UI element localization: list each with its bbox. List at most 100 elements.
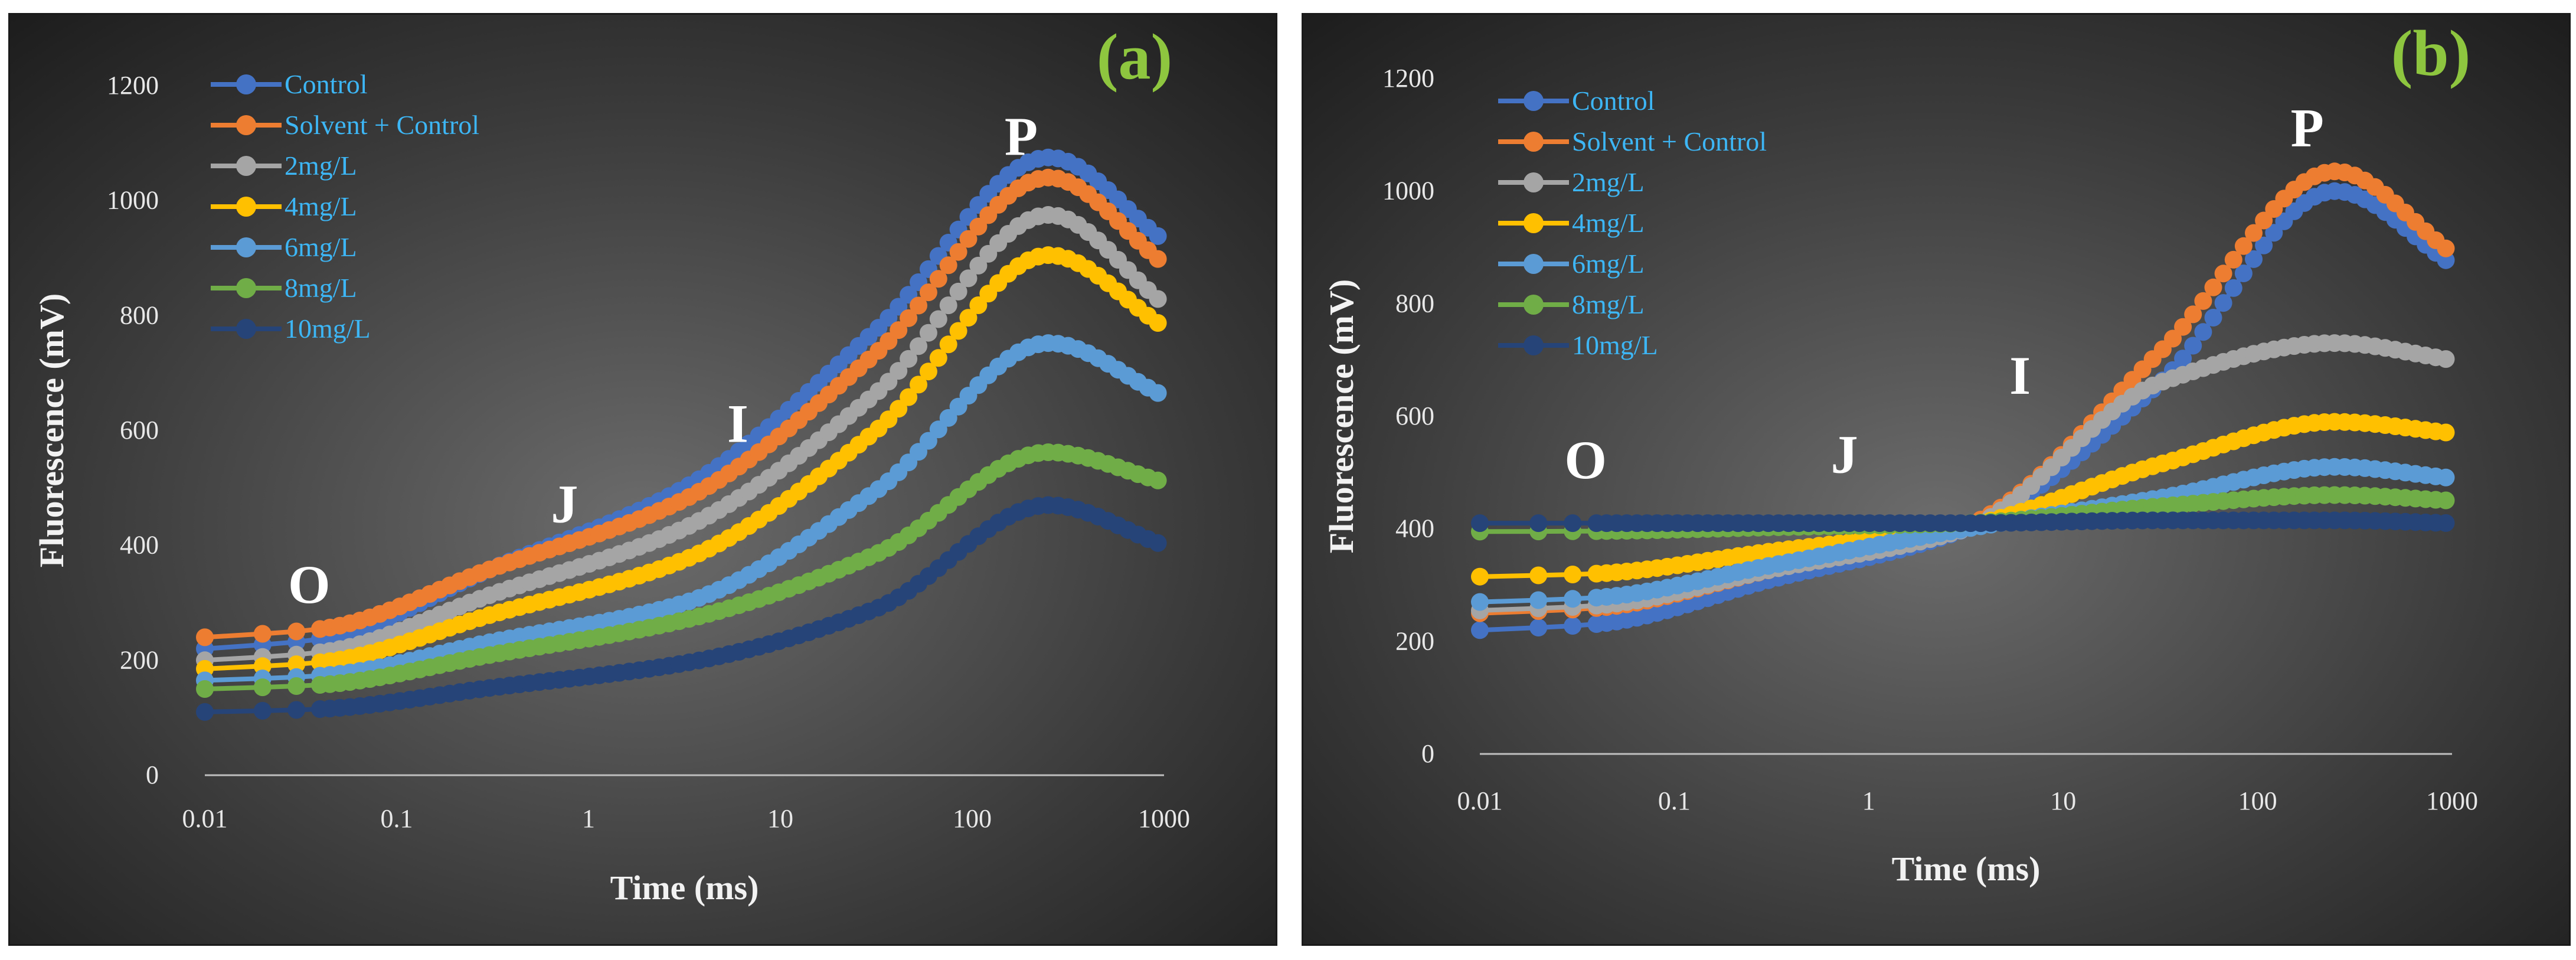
x-axis-title: Time (ms) <box>1892 850 2041 888</box>
y-tick-label: 200 <box>1395 626 1434 655</box>
legend-entry: 6mg/L <box>1498 249 1645 279</box>
x-tick-label: 10 <box>2050 786 2076 815</box>
data-point <box>2184 305 2202 324</box>
legend-label: 2mg/L <box>1572 167 1645 197</box>
series-8mg-l <box>196 443 1167 698</box>
phase-label-j: J <box>1831 424 1858 484</box>
data-point <box>2437 514 2455 532</box>
data-point <box>2164 329 2182 348</box>
data-point <box>2224 279 2242 297</box>
series-10mg-l <box>196 496 1167 721</box>
legend-label: 10mg/L <box>1572 330 1658 360</box>
data-point <box>969 296 988 314</box>
phase-label-o: O <box>288 554 331 615</box>
data-point <box>910 375 927 394</box>
data-point <box>253 657 272 675</box>
data-point <box>2184 337 2202 355</box>
data-point <box>939 335 957 354</box>
data-point <box>900 388 918 406</box>
data-point <box>939 296 957 315</box>
x-tick-label: 0.1 <box>1658 786 1691 815</box>
data-point <box>2204 309 2222 326</box>
data-point <box>2234 237 2253 255</box>
data-point <box>1471 621 1489 639</box>
data-point <box>2255 211 2273 230</box>
y-tick-label: 400 <box>1395 514 1434 543</box>
legend-entry: 6mg/L <box>211 232 357 262</box>
data-point <box>1149 534 1167 552</box>
data-point <box>969 217 988 236</box>
x-tick-label: 100 <box>2238 786 2277 815</box>
data-point <box>196 680 214 698</box>
data-point <box>1471 567 1489 586</box>
data-point <box>939 256 957 275</box>
legend-marker <box>1524 132 1544 152</box>
data-point <box>287 677 306 695</box>
legend-marker <box>1524 91 1544 111</box>
data-point <box>949 282 967 301</box>
legend-marker <box>1524 295 1544 315</box>
data-point <box>929 270 947 288</box>
legend-entry: 2mg/L <box>1498 167 1645 197</box>
legend-label: 4mg/L <box>1572 208 1645 238</box>
legend-label: 6mg/L <box>1572 249 1645 279</box>
x-tick-label: 1000 <box>2426 786 2478 815</box>
data-point <box>2224 250 2242 269</box>
data-point <box>1564 617 1582 635</box>
data-point <box>1529 514 1548 533</box>
y-axis-title: Fluorescence (mV) <box>1322 279 1361 553</box>
series-6mg-l <box>196 334 1167 690</box>
x-tick-label: 100 <box>953 804 992 833</box>
data-point <box>1149 290 1167 308</box>
data-point <box>949 322 967 340</box>
chart-panel-a: 0 200 400 600 800 1000 1200 0.01 0.1 1 10 100 1000 Ti… <box>8 13 1277 946</box>
legend-marker <box>236 115 256 135</box>
x-tick-label: 1 <box>582 804 595 833</box>
data-point <box>919 363 937 381</box>
data-point <box>919 324 937 342</box>
data-point <box>1529 566 1548 585</box>
y-tick-label: 0 <box>146 760 159 789</box>
data-point <box>253 678 272 697</box>
legend-marker <box>1524 172 1544 192</box>
y-tick-label: 600 <box>1395 401 1434 430</box>
legend-entry: Solvent + Control <box>211 110 479 140</box>
legend-label: 10mg/L <box>285 314 371 344</box>
y-tick-label: 200 <box>120 645 159 674</box>
data-point <box>253 701 272 720</box>
data-point <box>959 230 978 248</box>
data-point <box>2245 224 2263 242</box>
chart-panel-b: 0 200 400 600 800 1000 1200 0.01 0.1 1 10 100 1000 Ti… <box>1302 13 2571 946</box>
phase-label-i: I <box>727 393 748 453</box>
y-tick-label: 1200 <box>1382 64 1434 93</box>
data-point <box>929 349 947 367</box>
x-tick-label: 0.01 <box>1457 786 1503 815</box>
legend-marker <box>236 319 256 339</box>
x-tick-label: 1000 <box>1138 804 1190 833</box>
legend-marker <box>1524 335 1544 355</box>
data-point <box>929 310 947 328</box>
data-point <box>287 701 306 719</box>
legend-marker <box>1524 213 1544 233</box>
data-point <box>2194 323 2212 341</box>
data-point <box>2437 468 2455 486</box>
data-point <box>2437 350 2455 368</box>
series-10mg-l <box>1471 511 2455 533</box>
legend-label: Solvent + Control <box>285 110 479 140</box>
x-tick-label: 0.01 <box>182 804 228 833</box>
phase-label-p: P <box>1005 106 1038 166</box>
data-point <box>2437 491 2455 510</box>
legend-entry: 4mg/L <box>211 191 357 221</box>
data-point <box>949 243 967 261</box>
data-point <box>959 269 978 288</box>
panel-label: (b) <box>2391 17 2470 89</box>
legend-entry: 8mg/L <box>211 273 357 303</box>
data-point <box>1149 227 1167 245</box>
legend-entry: 2mg/L <box>211 151 357 181</box>
legend-label: Solvent + Control <box>1572 126 1767 156</box>
data-point <box>1149 314 1167 332</box>
data-point <box>890 400 908 418</box>
x-tick-label: 1 <box>1862 786 1875 815</box>
series-4mg-l <box>196 246 1167 678</box>
legend-entry: 8mg/L <box>1498 289 1645 319</box>
